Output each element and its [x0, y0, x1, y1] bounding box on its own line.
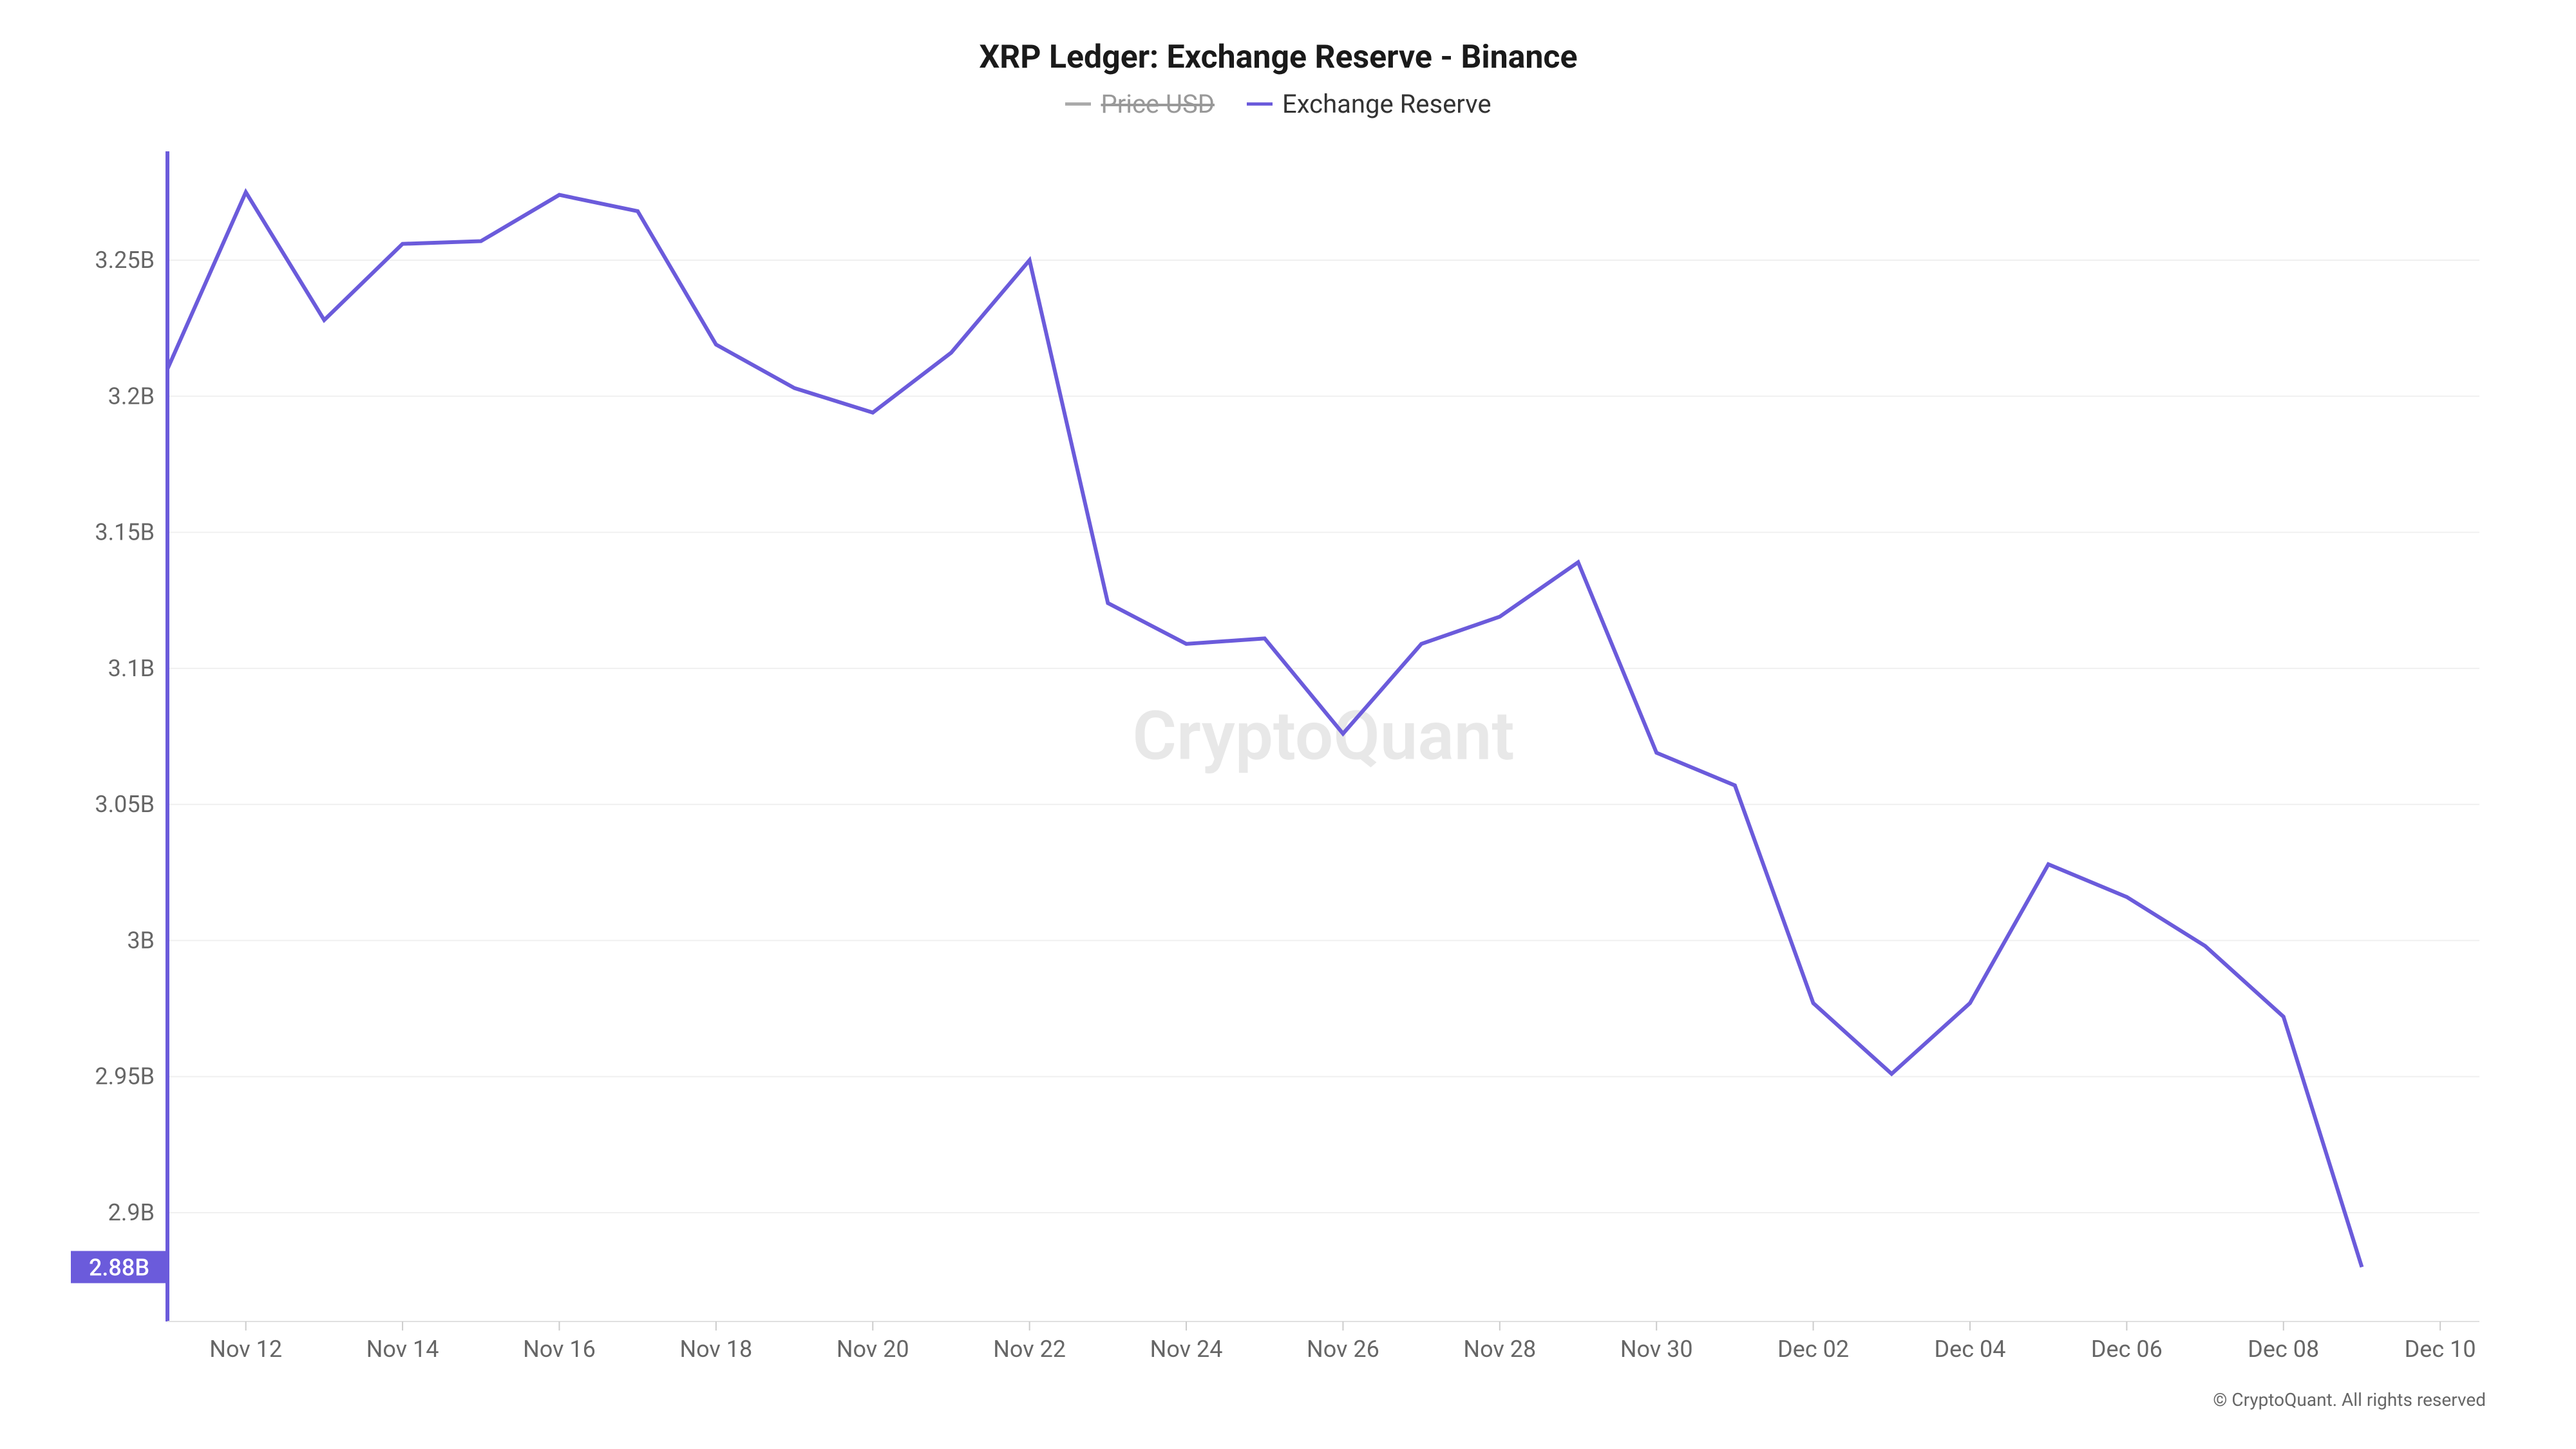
y-tick-label: 2.95B — [95, 1063, 155, 1090]
current-value-text: 2.88B — [89, 1254, 149, 1281]
x-tick-label: Dec 02 — [1777, 1336, 1849, 1363]
y-tick-label: 3B — [127, 927, 155, 954]
x-tick-label: Dec 04 — [1935, 1336, 2006, 1363]
x-tick-label: Nov 12 — [209, 1336, 282, 1363]
x-tick-label: Nov 28 — [1463, 1336, 1536, 1363]
y-tick-label: 3.2B — [108, 383, 155, 410]
y-tick-label: 3.15B — [95, 519, 155, 546]
y-tick-label: 3.25B — [95, 247, 155, 274]
x-tick-label: Nov 30 — [1620, 1336, 1693, 1363]
plot-area: 2.9B2.95B3B3.05B3.1B3.15B3.2B3.25BCrypto… — [58, 138, 2499, 1379]
y-tick-label: 3.1B — [108, 655, 155, 682]
legend-label-price: Price USD — [1101, 89, 1215, 119]
chart-title: XRP Ledger: Exchange Reserve - Binance — [58, 39, 2499, 76]
chart-container: XRP Ledger: Exchange Reserve - Binance P… — [0, 0, 2576, 1449]
y-tick-label: 2.9B — [108, 1199, 155, 1226]
x-tick-label: Nov 20 — [837, 1336, 909, 1363]
legend-swatch-price — [1065, 102, 1091, 106]
legend-item-reserve[interactable]: Exchange Reserve — [1247, 89, 1492, 119]
legend-item-price[interactable]: Price USD — [1065, 89, 1215, 119]
legend-swatch-reserve — [1247, 102, 1273, 106]
y-tick-label: 3.05B — [95, 791, 155, 818]
chart-svg: 2.9B2.95B3B3.05B3.1B3.15B3.2B3.25BCrypto… — [58, 138, 2499, 1379]
x-tick-label: Nov 24 — [1150, 1336, 1223, 1363]
x-tick-label: Dec 08 — [2248, 1336, 2319, 1363]
x-tick-label: Dec 10 — [2405, 1336, 2476, 1363]
x-tick-label: Nov 18 — [679, 1336, 752, 1363]
legend-label-reserve: Exchange Reserve — [1282, 89, 1492, 119]
x-tick-label: Nov 26 — [1307, 1336, 1379, 1363]
x-tick-label: Dec 06 — [2091, 1336, 2163, 1363]
x-tick-label: Nov 22 — [993, 1336, 1066, 1363]
chart-legend: Price USD Exchange Reserve — [58, 89, 2499, 119]
x-tick-label: Nov 14 — [366, 1336, 439, 1363]
chart-footer: © CryptoQuant. All rights reserved — [58, 1389, 2499, 1410]
x-tick-label: Nov 16 — [523, 1336, 596, 1363]
